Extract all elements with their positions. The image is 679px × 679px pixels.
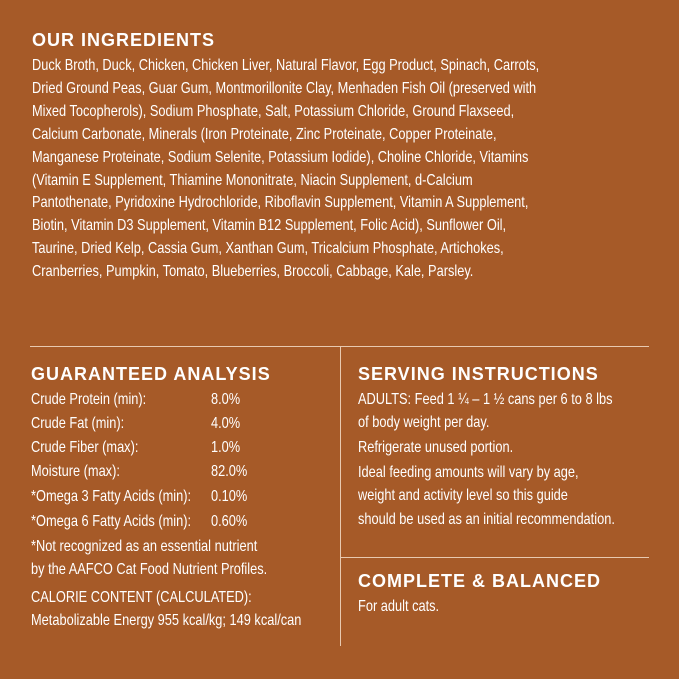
analysis-value: 1.0%	[211, 439, 241, 456]
ingredients-line: (Vitamin E Supplement, Thiamine Mononitr…	[32, 171, 473, 189]
divider	[30, 346, 649, 347]
complete-text: For adult cats.	[358, 598, 440, 615]
serving-line: of body weight per day.	[358, 414, 490, 431]
serving-line: Ideal feeding amounts will vary by age,	[358, 464, 579, 481]
ingredients-line: Duck Broth, Duck, Chicken, Chicken Liver…	[32, 57, 540, 74]
ingredients-line: Taurine, Dried Kelp, Cassia Gum, Xanthan…	[32, 240, 504, 258]
ingredients-line: Cranberries, Pumpkin, Tomato, Blueberrie…	[32, 263, 474, 281]
analysis-value: 4.0%	[211, 415, 241, 432]
complete-title: COMPLETE & BALANCED	[358, 571, 601, 591]
analysis-footnote: *Not recognized as an essential nutrient	[31, 538, 258, 555]
analysis-label: *Omega 6 Fatty Acids (min):	[31, 513, 192, 530]
calorie-label: CALORIE CONTENT (CALCULATED):	[31, 589, 252, 606]
divider	[340, 557, 649, 558]
ingredients-title: OUR INGREDIENTS	[32, 30, 216, 50]
analysis-value: 8.0%	[211, 391, 241, 408]
ingredients-line: Manganese Proteinate, Sodium Selenite, P…	[32, 148, 529, 166]
analysis-footnote: by the AAFCO Cat Food Nutrient Profiles.	[31, 561, 268, 578]
ingredients-line: Biotin, Vitamin D3 Supplement, Vitamin B…	[32, 217, 507, 235]
ingredients-line: Pantothenate, Pyridoxine Hydrochloride, …	[32, 194, 529, 212]
ingredients-line: Calcium Carbonate, Minerals (Iron Protei…	[32, 125, 497, 143]
analysis-title: GUARANTEED ANALYSIS	[31, 364, 271, 384]
serving-line: Refrigerate unused portion.	[358, 439, 514, 456]
analysis-value: 82.0%	[211, 463, 248, 480]
divider	[340, 346, 341, 646]
calorie-value: Metabolizable Energy 955 kcal/kg; 149 kc…	[31, 612, 302, 629]
ingredients-line: Mixed Tocopherols), Sodium Phosphate, Sa…	[32, 102, 515, 120]
serving-title: SERVING INSTRUCTIONS	[358, 364, 599, 384]
analysis-label: Crude Fiber (max):	[31, 439, 139, 456]
serving-line: weight and activity level so this guide	[358, 487, 568, 504]
ingredients-line: Dried Ground Peas, Guar Gum, Montmorillo…	[32, 79, 537, 97]
analysis-label: Moisture (max):	[31, 463, 120, 480]
analysis-label: Crude Fat (min):	[31, 415, 125, 432]
analysis-value: 0.10%	[211, 488, 248, 505]
serving-line: ADULTS: Feed 1 ¼ – 1 ½ cans per 6 to 8 l…	[358, 391, 613, 408]
analysis-label: *Omega 3 Fatty Acids (min):	[31, 488, 192, 505]
analysis-label: Crude Protein (min):	[31, 391, 147, 408]
analysis-value: 0.60%	[211, 513, 248, 530]
serving-line: should be used as an initial recommendat…	[358, 511, 615, 528]
